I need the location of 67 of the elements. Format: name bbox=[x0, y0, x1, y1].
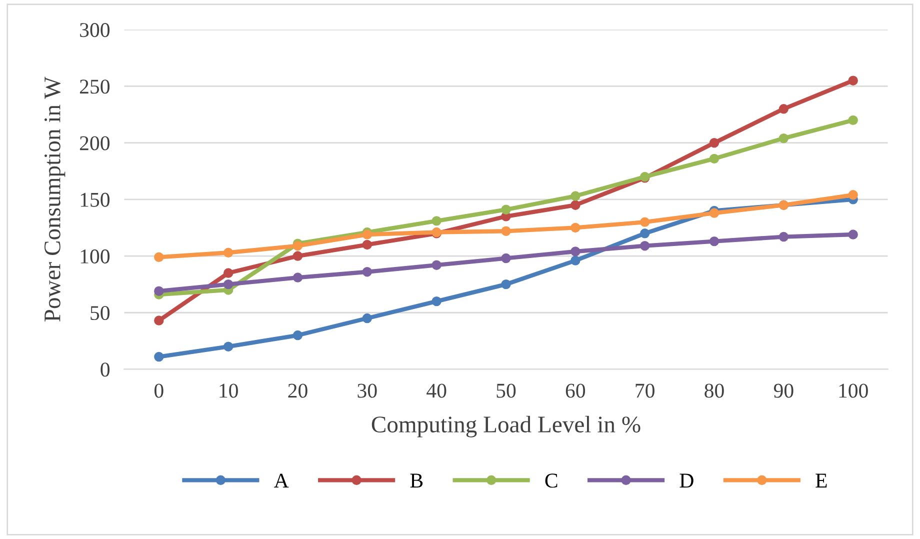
x-tick-label: 100 bbox=[839, 384, 868, 398]
point bbox=[570, 222, 580, 233]
point bbox=[709, 208, 720, 218]
legend-label: A bbox=[274, 474, 289, 488]
point bbox=[154, 352, 164, 362]
x-axis-title: Computing Load Level in % bbox=[372, 416, 640, 438]
point bbox=[362, 240, 372, 250]
legend-label: D bbox=[680, 474, 694, 488]
point bbox=[292, 330, 303, 340]
y-tick-label: 300 bbox=[80, 23, 110, 38]
point bbox=[709, 138, 720, 148]
point bbox=[848, 190, 858, 200]
x-tick-label: 20 bbox=[288, 384, 308, 398]
point bbox=[709, 154, 720, 164]
x-tick-label: 80 bbox=[704, 384, 724, 398]
point bbox=[362, 230, 372, 240]
x-tick-label: 30 bbox=[358, 384, 377, 398]
x-tick-label: 50 bbox=[496, 384, 516, 398]
x-tick-label: 10 bbox=[220, 384, 238, 398]
x-tick-label: 60 bbox=[566, 384, 586, 398]
point bbox=[501, 253, 511, 264]
point bbox=[292, 240, 303, 251]
y-tick-label: 250 bbox=[80, 80, 110, 94]
legend-label: E bbox=[816, 474, 827, 488]
legend-label: C bbox=[545, 474, 558, 488]
point bbox=[778, 133, 789, 144]
point bbox=[501, 279, 511, 290]
point bbox=[640, 240, 650, 251]
x-tick-label: 0 bbox=[154, 384, 164, 398]
point bbox=[223, 279, 234, 290]
y-tick-label: 150 bbox=[80, 192, 110, 207]
point bbox=[362, 313, 372, 324]
legend-label: B bbox=[410, 474, 423, 488]
point bbox=[501, 226, 511, 236]
point bbox=[848, 230, 858, 240]
point bbox=[223, 342, 234, 352]
x-tick-label: 90 bbox=[774, 384, 794, 398]
point bbox=[223, 268, 234, 278]
y-tick-label: 0 bbox=[100, 362, 110, 377]
x-tick-label: 40 bbox=[426, 384, 446, 398]
point bbox=[709, 236, 720, 246]
point bbox=[432, 296, 442, 306]
point bbox=[848, 115, 858, 126]
point bbox=[362, 267, 372, 277]
y-tick-label: 100 bbox=[80, 249, 110, 264]
point bbox=[292, 251, 303, 261]
point bbox=[432, 260, 442, 270]
y-axis-title: Power Consumption in W bbox=[44, 76, 66, 322]
point bbox=[848, 76, 858, 86]
point bbox=[778, 232, 789, 242]
y-tick-label: 50 bbox=[90, 306, 110, 320]
x-tick-label: 70 bbox=[636, 384, 654, 398]
point bbox=[223, 248, 234, 258]
point bbox=[154, 252, 164, 262]
point bbox=[640, 217, 650, 227]
point bbox=[154, 286, 164, 296]
point bbox=[570, 200, 580, 210]
point bbox=[292, 272, 303, 282]
point bbox=[154, 316, 164, 326]
point bbox=[778, 104, 789, 114]
point bbox=[432, 216, 442, 226]
point bbox=[570, 191, 580, 201]
point bbox=[570, 246, 580, 256]
y-tick-label: 200 bbox=[80, 136, 110, 150]
point bbox=[570, 256, 580, 266]
point bbox=[501, 204, 511, 214]
point bbox=[640, 228, 650, 238]
